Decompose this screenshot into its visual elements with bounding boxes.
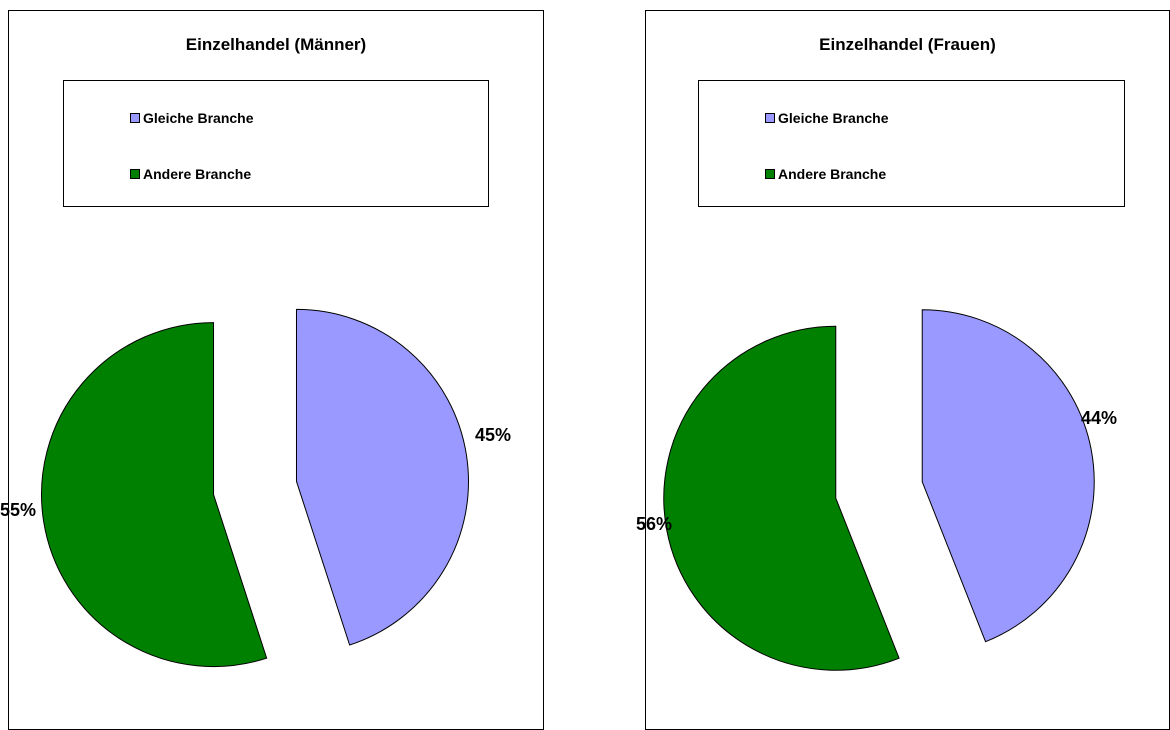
pie-slice-gleiche-branche [922,310,1094,642]
pie-slice-label: 44% [1081,408,1117,428]
pie-slice-label: 55% [0,500,36,520]
pie-slice-andere-branche [42,323,267,667]
pie-chart: 45%55% [9,11,545,719]
pie-slice-gleiche-branche [296,309,468,645]
chart-panel-frauen: Einzelhandel (Frauen) Gleiche Branche An… [645,10,1170,730]
pie-slice-label: 45% [475,425,511,445]
pie-slice-label: 56% [636,514,672,534]
chart-panel-maenner: Einzelhandel (Männer) Gleiche Branche An… [8,10,544,730]
pie-slice-andere-branche [664,326,899,670]
pie-chart: 44%56% [646,11,1170,719]
